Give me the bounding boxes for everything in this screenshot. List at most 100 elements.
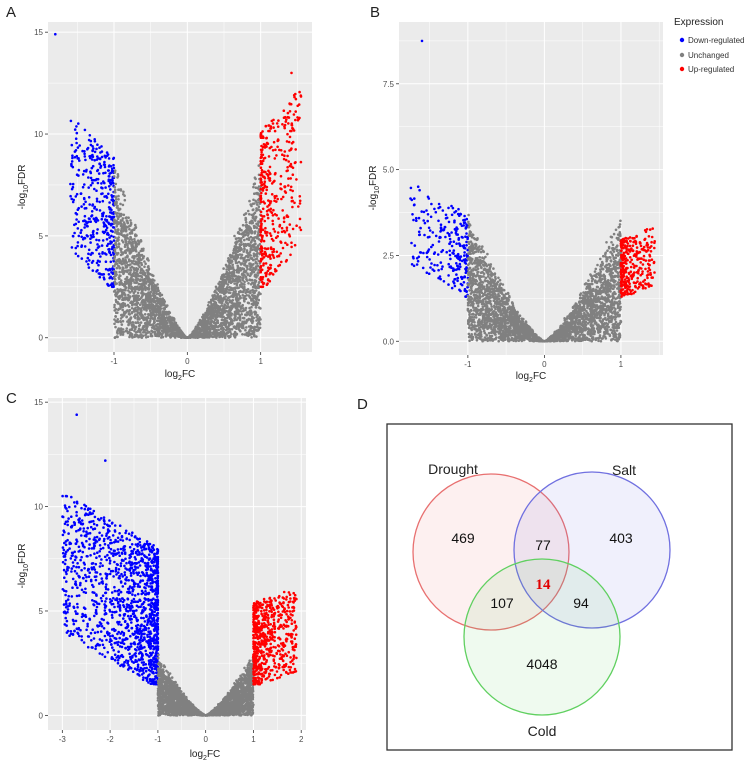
point-unchanged-a <box>225 268 228 271</box>
point-unchanged-b <box>602 254 605 258</box>
point-up-a <box>286 111 290 115</box>
point-up-a <box>275 214 279 217</box>
point-outlier-a <box>54 32 57 36</box>
point-up-a <box>259 197 263 201</box>
point-up-a <box>287 160 291 163</box>
point-unchanged-a <box>160 293 164 297</box>
point-unchanged-a <box>124 304 127 308</box>
point-down-a <box>75 131 79 135</box>
point-down-b <box>436 253 440 256</box>
point-down-b <box>439 277 442 281</box>
point-down-a <box>86 256 90 260</box>
point-unchanged-a <box>159 298 163 301</box>
point-unchanged-a <box>116 319 119 323</box>
point-up-a <box>274 236 278 239</box>
point-down-a <box>95 261 99 265</box>
point-up-a <box>285 140 289 143</box>
point-down-a <box>110 198 113 202</box>
point-down-a <box>110 282 114 286</box>
point-down-a <box>112 226 116 229</box>
point-unchanged-a <box>212 302 216 306</box>
point-unchanged-a <box>153 308 157 312</box>
point-down-a <box>92 178 96 182</box>
point-unchanged-a <box>242 276 245 280</box>
point-down-a <box>100 182 103 185</box>
point-unchanged-a <box>155 292 158 296</box>
panel-label-a: A <box>6 4 16 21</box>
point-up-a <box>294 148 298 151</box>
point-unchanged-a <box>113 322 116 326</box>
point-up-a <box>262 282 266 285</box>
point-down-b <box>452 280 455 283</box>
point-unchanged-a <box>244 212 247 216</box>
point-unchanged-a <box>239 290 243 294</box>
point-down-a <box>98 162 101 165</box>
point-up-a <box>294 92 297 96</box>
point-unchanged-a <box>257 198 260 202</box>
point-down-a <box>97 172 101 175</box>
point-unchanged-a <box>212 320 215 324</box>
point-up-a <box>291 126 294 130</box>
point-up-a <box>262 200 265 203</box>
point-unchanged-a <box>153 330 157 334</box>
point-down-b <box>460 235 464 239</box>
point-down-b <box>457 207 460 211</box>
point-unchanged-a <box>222 278 226 282</box>
point-up-a <box>259 194 263 198</box>
point-down-b <box>460 283 464 287</box>
point-down-a <box>75 218 78 221</box>
point-up-a <box>259 233 263 237</box>
point-up-a <box>288 110 292 113</box>
point-unchanged-a <box>224 300 228 304</box>
point-down-b <box>423 233 426 237</box>
point-down-b <box>445 250 449 254</box>
point-down-a <box>69 182 72 186</box>
point-unchanged-a <box>136 291 140 295</box>
point-up-a <box>281 153 284 156</box>
point-unchanged-a <box>154 311 157 314</box>
point-down-a <box>108 215 111 218</box>
point-unchanged-a <box>240 322 244 325</box>
point-unchanged-a <box>162 314 165 317</box>
point-up-a <box>282 220 286 224</box>
point-unchanged-a <box>113 318 116 321</box>
point-unchanged-a <box>211 298 215 301</box>
point-unchanged-a <box>236 264 239 268</box>
point-down-b <box>453 284 457 288</box>
x-axis-title-a: log2FC <box>165 369 196 382</box>
point-unchanged-a <box>222 290 226 294</box>
y-tick-label-a: 15 <box>34 28 43 37</box>
point-unchanged-a <box>215 321 219 324</box>
point-down-b <box>425 251 429 255</box>
point-up-a <box>261 207 265 211</box>
point-up-a <box>272 126 275 129</box>
point-unchanged-a <box>254 306 258 309</box>
point-unchanged-a <box>114 315 117 318</box>
point-unchanged-a <box>143 286 146 290</box>
point-down-a <box>89 176 93 180</box>
point-unchanged-a <box>252 329 256 332</box>
point-unchanged-a <box>115 266 119 270</box>
point-unchanged-a <box>221 282 225 285</box>
point-unchanged-a <box>207 306 210 310</box>
point-unchanged-a <box>127 263 131 267</box>
point-unchanged-a <box>249 289 252 293</box>
point-up-a <box>261 257 264 260</box>
point-down-b <box>448 253 452 257</box>
point-down-a <box>105 194 108 198</box>
point-unchanged-a <box>135 269 139 272</box>
point-unchanged-a <box>138 303 142 307</box>
point-up-a <box>269 257 272 260</box>
point-down-a <box>105 253 108 256</box>
point-up-a <box>264 124 268 128</box>
point-unchanged-a <box>137 261 141 265</box>
point-up-a <box>269 234 273 237</box>
point-down-a <box>95 189 98 192</box>
point-up-a <box>277 254 281 257</box>
point-up-a <box>289 188 292 192</box>
point-down-b <box>438 275 442 278</box>
point-down-a <box>71 182 75 186</box>
point-down-a <box>88 259 91 262</box>
point-up-a <box>284 260 288 263</box>
point-unchanged-b <box>611 243 615 247</box>
